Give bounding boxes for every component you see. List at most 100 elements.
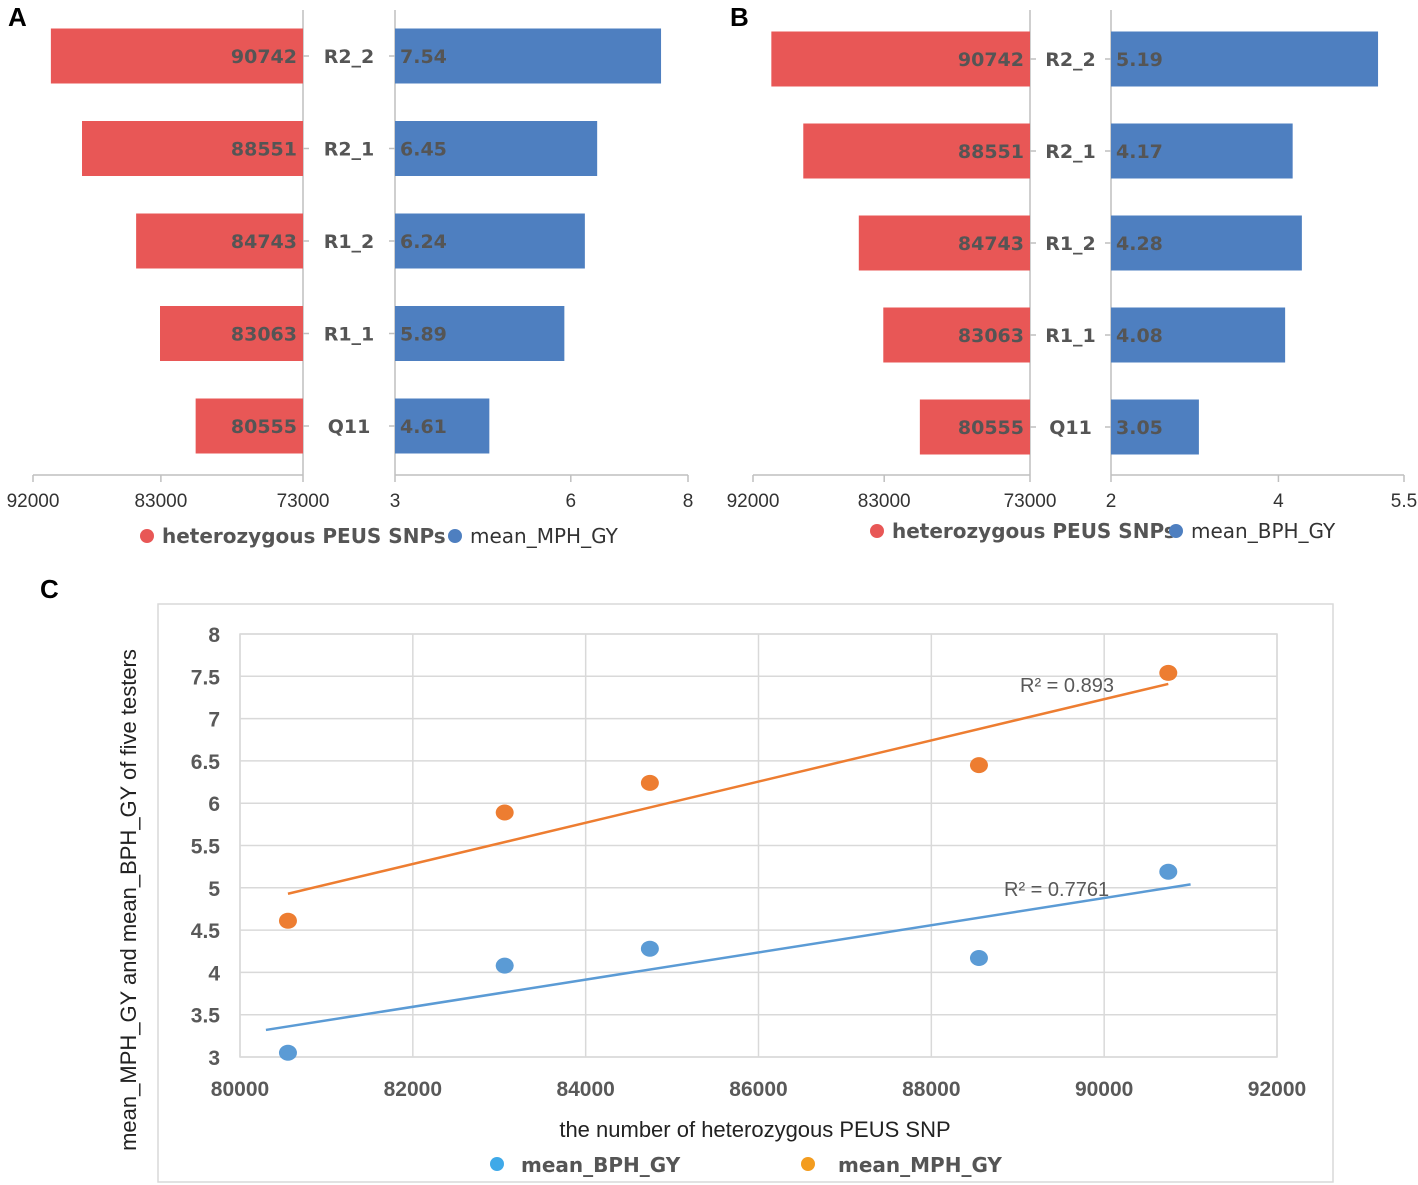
y-tick-label: 3 [208, 1047, 220, 1070]
legend-label-right: mean_BPH_GY [1191, 519, 1336, 543]
right-tick-label: 5.5 [1391, 491, 1417, 512]
category-label: Q11 [1049, 417, 1092, 439]
left-tick-label: 83000 [134, 491, 187, 512]
y-tick-label: 5 [208, 878, 220, 901]
panel-b-chart: 90742 5.19 R2_2 88551 4.17 R2_1 84743 4.28 R1_2 8… [727, 10, 1417, 543]
left-tick-label: 92000 [727, 491, 780, 512]
value-label-right: 4.61 [400, 416, 447, 438]
point-mean_MPH_GY [1159, 664, 1178, 681]
y-tick-label: 4 [208, 962, 220, 985]
right-tick-label: 2 [1106, 491, 1117, 512]
value-label-left: 90742 [231, 46, 297, 68]
point-mean_MPH_GY [969, 757, 988, 774]
x-tick-label: 80000 [211, 1078, 269, 1101]
legend-label-left: heterozygous PEUS SNPs [162, 524, 446, 548]
point-mean_MPH_GY [278, 912, 297, 929]
y-tick-label: 6.5 [191, 751, 221, 774]
value-label-left: 88551 [231, 139, 297, 161]
category-label: R2_2 [1045, 49, 1096, 71]
bar-right-R2_1 [1111, 123, 1293, 179]
point-mean_BPH_GY [1159, 863, 1178, 880]
bar-left-R2_2 [771, 31, 1030, 87]
legend-label-mph: mean_MPH_GY [838, 1153, 1002, 1177]
legend-label-left: heterozygous PEUS SNPs [892, 519, 1176, 543]
left-tick-label: 92000 [7, 491, 60, 512]
x-tick-label: 82000 [384, 1078, 442, 1101]
legend-marker-left [870, 524, 884, 538]
bar-right-R1_1 [395, 306, 565, 361]
category-label: Q11 [328, 416, 371, 438]
value-label-right: 6.45 [400, 139, 447, 161]
x-axis-title: the number of heterozygous PEUS SNP [559, 1117, 950, 1142]
panel-letter-a: A [8, 2, 27, 32]
y-tick-label: 4.5 [191, 920, 221, 943]
trendline-mean_BPH_GY [265, 883, 1191, 1032]
panel-c-chart: 3 3.5 4 4.5 5 5.5 6 6.5 7 7.5 8 80000 82000 84000 8600… [116, 603, 1334, 1183]
bar-left-R1_1 [883, 307, 1030, 363]
value-label-left: 84743 [958, 233, 1024, 255]
left-tick-label: 73000 [1004, 491, 1057, 512]
category-label: R1_2 [1045, 233, 1096, 255]
value-label-right: 7.54 [400, 46, 447, 68]
category-label: R2_1 [1045, 141, 1096, 163]
legend-marker-bph [490, 1157, 504, 1171]
legend-label-bph: mean_BPH_GY [521, 1153, 681, 1177]
y-tick-label: 3.5 [191, 1005, 221, 1028]
bar-right-R2_2 [1111, 31, 1379, 87]
y-tick-label: 5.5 [191, 836, 221, 859]
point-mean_BPH_GY [278, 1044, 297, 1061]
bar-left-Q11 [195, 398, 303, 454]
bar-right-R2_2 [395, 28, 662, 84]
right-tick-label: 6 [566, 491, 577, 512]
x-tick-label: 84000 [556, 1078, 614, 1101]
value-label-right: 3.05 [1116, 417, 1163, 439]
legend-marker-mph [801, 1157, 815, 1171]
legend-marker-left [140, 529, 154, 543]
r2-label-mph: R² = 0.893 [1020, 675, 1114, 697]
bar-right-Q11 [1111, 399, 1199, 455]
x-tick-label: 92000 [1248, 1078, 1306, 1101]
bar-left-R1_2 [858, 215, 1030, 271]
category-label: R1_1 [324, 324, 375, 346]
panel-a-chart: 90742 7.54 R2_2 88551 6.45 R2_1 84743 6.24 R1_2 8… [7, 10, 694, 548]
y-tick-label: 7.5 [191, 666, 221, 689]
category-label: R2_2 [324, 46, 375, 68]
value-label-right: 5.19 [1116, 49, 1163, 71]
category-label: R2_1 [324, 139, 375, 161]
bar-left-R1_2 [136, 213, 303, 269]
bar-right-R1_2 [395, 213, 585, 269]
trendline-mean_MPH_GY [287, 682, 1169, 895]
right-tick-label: 8 [683, 491, 694, 512]
right-tick-label: 4 [1273, 491, 1284, 512]
value-label-right: 6.24 [400, 231, 447, 253]
y-tick-label: 6 [208, 793, 220, 816]
point-mean_BPH_GY [640, 940, 659, 957]
value-label-left: 84743 [231, 231, 297, 253]
legend-label-right: mean_MPH_GY [470, 524, 619, 548]
bar-right-Q11 [395, 398, 490, 454]
y-tick-label: 7 [208, 709, 220, 732]
category-label: R1_1 [1045, 325, 1096, 347]
right-tick-label: 3 [390, 491, 401, 512]
point-mean_BPH_GY [495, 957, 514, 974]
bar-left-R2_2 [50, 28, 303, 84]
value-label-left: 80555 [231, 416, 297, 438]
value-label-left: 83063 [231, 324, 297, 346]
y-axis-title: mean_MPH_GY and mean_BPH_GY of five test… [116, 649, 141, 1151]
bar-right-R1_2 [1111, 215, 1302, 271]
legend-marker-right [448, 529, 462, 543]
left-tick-label: 83000 [858, 491, 911, 512]
left-tick-label: 73000 [277, 491, 330, 512]
x-tick-label: 88000 [902, 1078, 960, 1101]
value-label-left: 90742 [958, 49, 1024, 71]
value-label-right: 4.28 [1116, 233, 1163, 255]
x-tick-label: 86000 [729, 1078, 787, 1101]
panel-letter-c: C [40, 574, 59, 604]
value-label-right: 4.08 [1116, 325, 1163, 347]
bar-left-R1_1 [159, 306, 303, 361]
bar-right-R1_1 [1111, 307, 1286, 363]
category-label: R1_2 [324, 231, 375, 253]
r2-label-bph: R² = 0.7761 [1004, 879, 1109, 901]
y-tick-label: 8 [208, 624, 220, 647]
